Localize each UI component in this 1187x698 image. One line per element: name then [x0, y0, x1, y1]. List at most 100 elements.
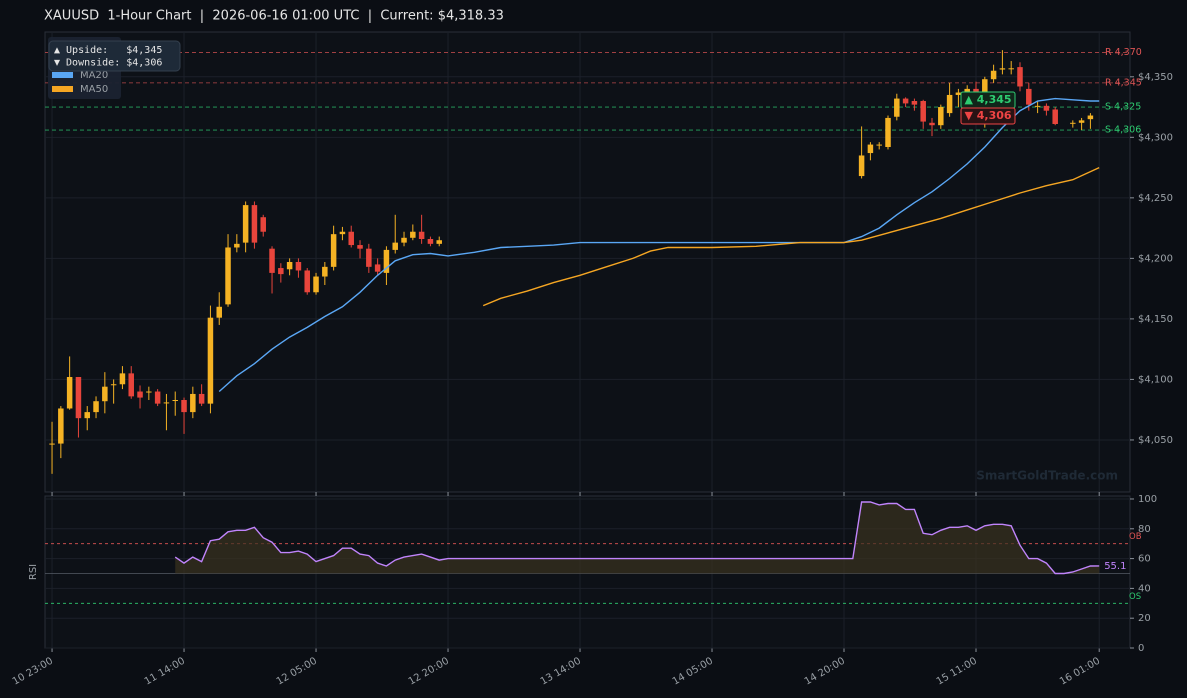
candle-body	[322, 266, 328, 277]
y-tick-label: $4,100	[1138, 374, 1173, 385]
candle-body	[1017, 67, 1023, 87]
candle-body	[383, 249, 390, 273]
candle-body	[181, 400, 187, 413]
candle-body	[313, 276, 319, 293]
candle-body	[1078, 120, 1085, 123]
rsi-last-value: 55.1	[1104, 561, 1126, 572]
candle-body	[436, 240, 442, 244]
candle-body	[234, 243, 240, 248]
candle-body	[867, 144, 874, 154]
candle-body	[392, 242, 398, 250]
annotation-line: ▲ Upside: $4,345	[54, 45, 162, 56]
candle-body	[286, 262, 293, 270]
candle-body	[84, 412, 90, 419]
candle-body	[75, 377, 82, 419]
watermark: SmartGoldTrade.com	[976, 469, 1118, 483]
candle-body	[102, 386, 108, 402]
y-tick-label: $4,200	[1138, 253, 1173, 264]
y-tick-label: 60	[1138, 554, 1151, 565]
candle-body	[1070, 122, 1076, 124]
annotation-box	[48, 40, 181, 72]
candle-body	[251, 205, 258, 243]
price-tag	[960, 107, 1016, 125]
candle-body	[278, 268, 284, 275]
candle-body	[946, 94, 953, 114]
y-tick-label: $4,250	[1138, 193, 1173, 204]
candle-body	[110, 384, 117, 386]
y-tick-label: 0	[1138, 643, 1144, 654]
candle-body	[93, 401, 99, 413]
rsi-axis-label: RSI	[28, 564, 39, 580]
candle-body	[929, 122, 935, 126]
candle-body	[1034, 105, 1041, 107]
candle-body	[885, 117, 891, 147]
level-label: S 4,325	[1105, 102, 1141, 113]
candle-body	[1043, 105, 1050, 111]
candle-body	[269, 248, 275, 273]
ma-line	[482, 166, 1100, 307]
rsi-line	[174, 501, 1100, 575]
y-tick-label: $4,350	[1138, 72, 1173, 83]
candle-body	[999, 68, 1006, 70]
candle-body	[330, 234, 337, 267]
candle-body	[154, 391, 161, 404]
candle-body	[911, 101, 918, 105]
y-tick-label: 20	[1138, 613, 1151, 624]
candle-body	[982, 79, 988, 101]
candle-body	[401, 237, 407, 243]
y-tick-label: $4,050	[1138, 435, 1173, 446]
reference-label: OS	[1129, 592, 1141, 602]
candle-body	[49, 443, 55, 445]
candle-body	[119, 373, 126, 385]
level-label: S 4,306	[1105, 125, 1141, 136]
candle-body	[938, 107, 944, 126]
price-tag-label: ▼ 4,306	[964, 109, 1011, 122]
candle-body	[190, 393, 196, 413]
candle-body	[242, 205, 249, 243]
candle-body	[128, 373, 134, 397]
candle-body	[955, 92, 962, 95]
candle-body	[304, 270, 310, 293]
y-tick-label: 100	[1138, 494, 1157, 505]
candle-body	[990, 70, 997, 80]
candle-body	[410, 231, 416, 238]
candle-body	[137, 391, 143, 398]
candle-body	[920, 101, 926, 122]
candle-body	[1026, 88, 1032, 105]
legend-swatch	[52, 86, 73, 92]
annotation-line: ▼ Downside: $4,306	[54, 58, 162, 69]
reference-label: OB	[1129, 532, 1142, 542]
candle-body	[348, 231, 354, 246]
candle-body	[357, 245, 363, 249]
candle-body	[427, 239, 434, 244]
candle-body	[216, 306, 222, 318]
candle-body	[260, 217, 266, 232]
legend-label: MA20	[80, 70, 108, 81]
candle-body	[225, 247, 231, 305]
candle-body	[58, 408, 64, 444]
candle-body	[172, 400, 178, 401]
candle-body	[876, 144, 882, 146]
candle-body	[1008, 68, 1014, 70]
level-label: R 4,345	[1105, 77, 1142, 88]
candle-body	[374, 264, 381, 272]
chart-title: XAUUSD 1-Hour Chart | 2026-06-16 01:00 U…	[44, 9, 504, 24]
candle-body	[198, 393, 205, 404]
candle-body	[207, 317, 214, 404]
candle-body	[295, 262, 302, 271]
legend-swatch	[52, 72, 73, 78]
y-tick-label: 40	[1138, 583, 1151, 594]
ma-line	[218, 97, 1100, 393]
legend-label: MA50	[80, 84, 108, 95]
y-tick-label: $4,300	[1138, 132, 1173, 143]
candle-body	[894, 98, 900, 117]
candle-body	[66, 377, 73, 409]
candle-body	[858, 155, 865, 177]
y-tick-label: 80	[1138, 524, 1151, 535]
candle-body	[902, 98, 909, 104]
candle-body	[1052, 109, 1058, 124]
candle-body	[163, 402, 170, 404]
y-tick-label: $4,150	[1138, 314, 1173, 325]
